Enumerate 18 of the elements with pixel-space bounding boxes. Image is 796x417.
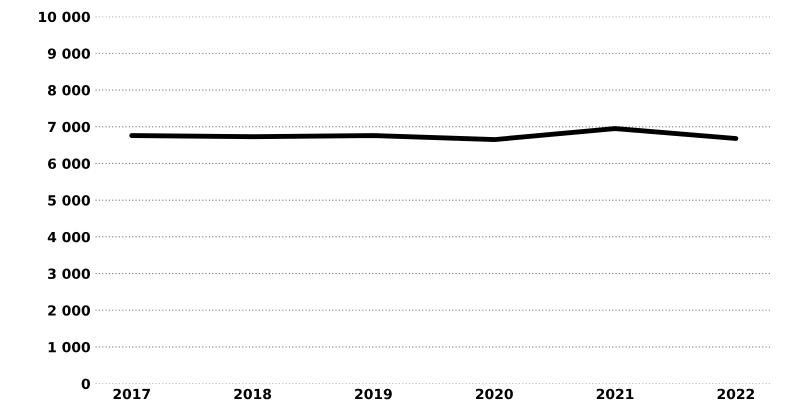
y-tick-label: 8 000 (48, 85, 90, 96)
y-tick-label: 5 000 (48, 195, 90, 206)
line-series (129, 126, 738, 142)
x-tick-label: 2020 (476, 388, 513, 400)
y-tick-label: 10 000 (39, 12, 90, 22)
y-tick-label: 0 (82, 378, 90, 390)
y-tick-label: 9 000 (48, 48, 90, 59)
x-tick-label: 2019 (355, 388, 392, 400)
y-tick-label: 6 000 (48, 158, 90, 169)
x-tick-label: 2022 (718, 388, 754, 400)
y-tick-label: 1 000 (48, 342, 90, 352)
y-tick-label: 2 000 (48, 305, 90, 316)
y-tick-label: 4 000 (48, 232, 90, 242)
x-tick-label: 2018 (234, 388, 272, 400)
y-tick-label: 7 000 (48, 122, 90, 132)
x-tick-label: 2021 (596, 388, 634, 400)
x-tick-label: 2017 (114, 388, 150, 400)
y-tick-label: 3 000 (48, 268, 90, 280)
